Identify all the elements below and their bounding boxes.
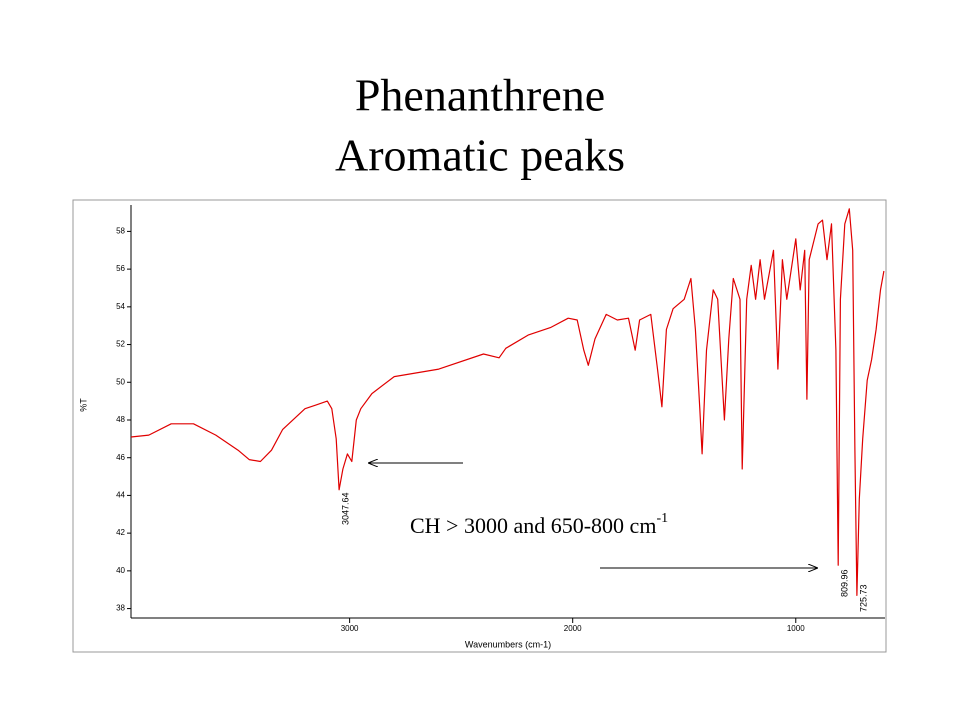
y-tick-label: 44 [116, 491, 125, 500]
y-tick-label: 42 [116, 528, 125, 537]
y-tick-label: 56 [116, 264, 125, 273]
x-axis-label: Wavenumbers (cm-1) [465, 639, 551, 649]
title-line: Aromatic peaks [335, 130, 625, 181]
y-tick-label: 54 [116, 302, 125, 311]
y-tick-label: 58 [116, 227, 125, 236]
y-tick-label: 40 [116, 566, 125, 575]
y-tick-label: 48 [116, 415, 125, 424]
x-tick-label: 3000 [341, 624, 359, 633]
y-axis-label: %T [78, 398, 88, 412]
annotation: CH > 3000 and 650-800 cm-1 [410, 511, 668, 538]
y-tick-label: 50 [116, 377, 125, 386]
annotation-text: CH > 3000 and 650-800 cm [410, 513, 656, 538]
spectrum-line [130, 208, 885, 596]
x-tick-label: 1000 [787, 624, 805, 633]
y-tick-label: 38 [116, 604, 125, 613]
peak-label: 725.73 [858, 584, 868, 612]
y-tick-label: 52 [116, 340, 125, 349]
x-tick-label: 2000 [564, 624, 582, 633]
annotation-superscript: -1 [656, 511, 668, 526]
plot-frame [72, 199, 887, 653]
peak-label: 809.96 [840, 569, 850, 597]
title-line: Phenanthrene [355, 70, 605, 121]
y-tick-label: 46 [116, 453, 125, 462]
peak-label: 3047.64 [340, 492, 350, 525]
